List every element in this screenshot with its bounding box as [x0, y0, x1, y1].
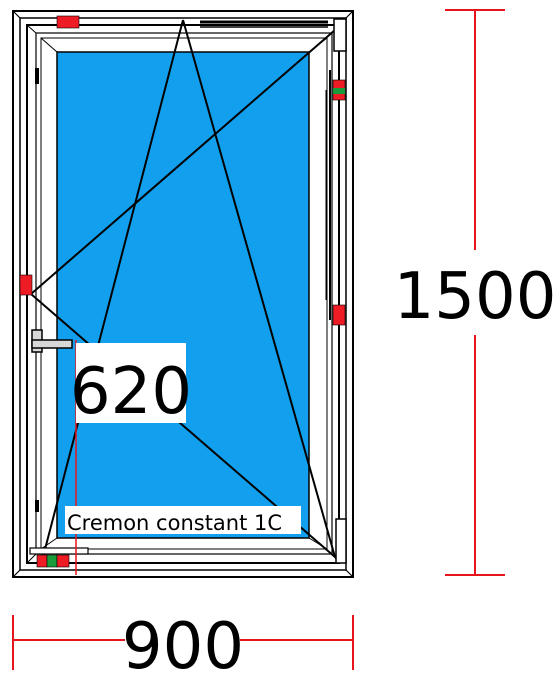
locking-point-icon: [36, 554, 48, 568]
locking-point-icon: [19, 274, 33, 296]
bevel-line: [40, 37, 58, 53]
bevel-line: [26, 24, 37, 34]
handle-height-dimension: 620: [70, 340, 192, 575]
width-dimension: 900: [12, 610, 354, 684]
hinge-side: [325, 18, 347, 564]
bevel-line: [345, 10, 354, 19]
corner-gear-icon: [29, 547, 89, 555]
hardware: [19, 15, 346, 568]
width-value: 900: [122, 610, 244, 684]
window-handle-icon: [31, 329, 73, 353]
turn-line: [30, 29, 336, 295]
height-dimension: 1500: [394, 9, 557, 576]
tilt-line: [42, 19, 184, 558]
bevel-line: [345, 569, 354, 578]
locking-point-icon: [56, 15, 80, 29]
handle-lever: [31, 339, 73, 349]
locking-point-icon: [333, 88, 345, 94]
hardware-label-bg: [65, 506, 301, 534]
locking-point-icon: [332, 304, 346, 326]
tilt-line: [182, 19, 336, 558]
hardware-label-text: Cremon constant 1C: [67, 511, 282, 535]
bevel-line: [12, 10, 21, 19]
bevel-line: [12, 569, 21, 578]
sash-rebate: [40, 37, 328, 550]
dimension-label-bg: [76, 343, 186, 423]
glass-pane: [56, 51, 310, 539]
hardware-label: Cremon constant 1C: [65, 506, 301, 535]
locking-point-icon: [46, 554, 58, 568]
sash-inner: [35, 32, 333, 555]
locking-point-icon: [56, 554, 70, 568]
sash-stop: [35, 500, 39, 512]
window-sash: [26, 20, 340, 564]
sash-stop: [35, 68, 39, 84]
bevel-line: [40, 537, 58, 550]
handle-height-value: 620: [70, 355, 192, 429]
bevel-line: [26, 553, 37, 564]
hinge-icon: [333, 18, 347, 52]
height-value: 1500: [394, 260, 557, 334]
hinge-icon: [335, 518, 347, 564]
